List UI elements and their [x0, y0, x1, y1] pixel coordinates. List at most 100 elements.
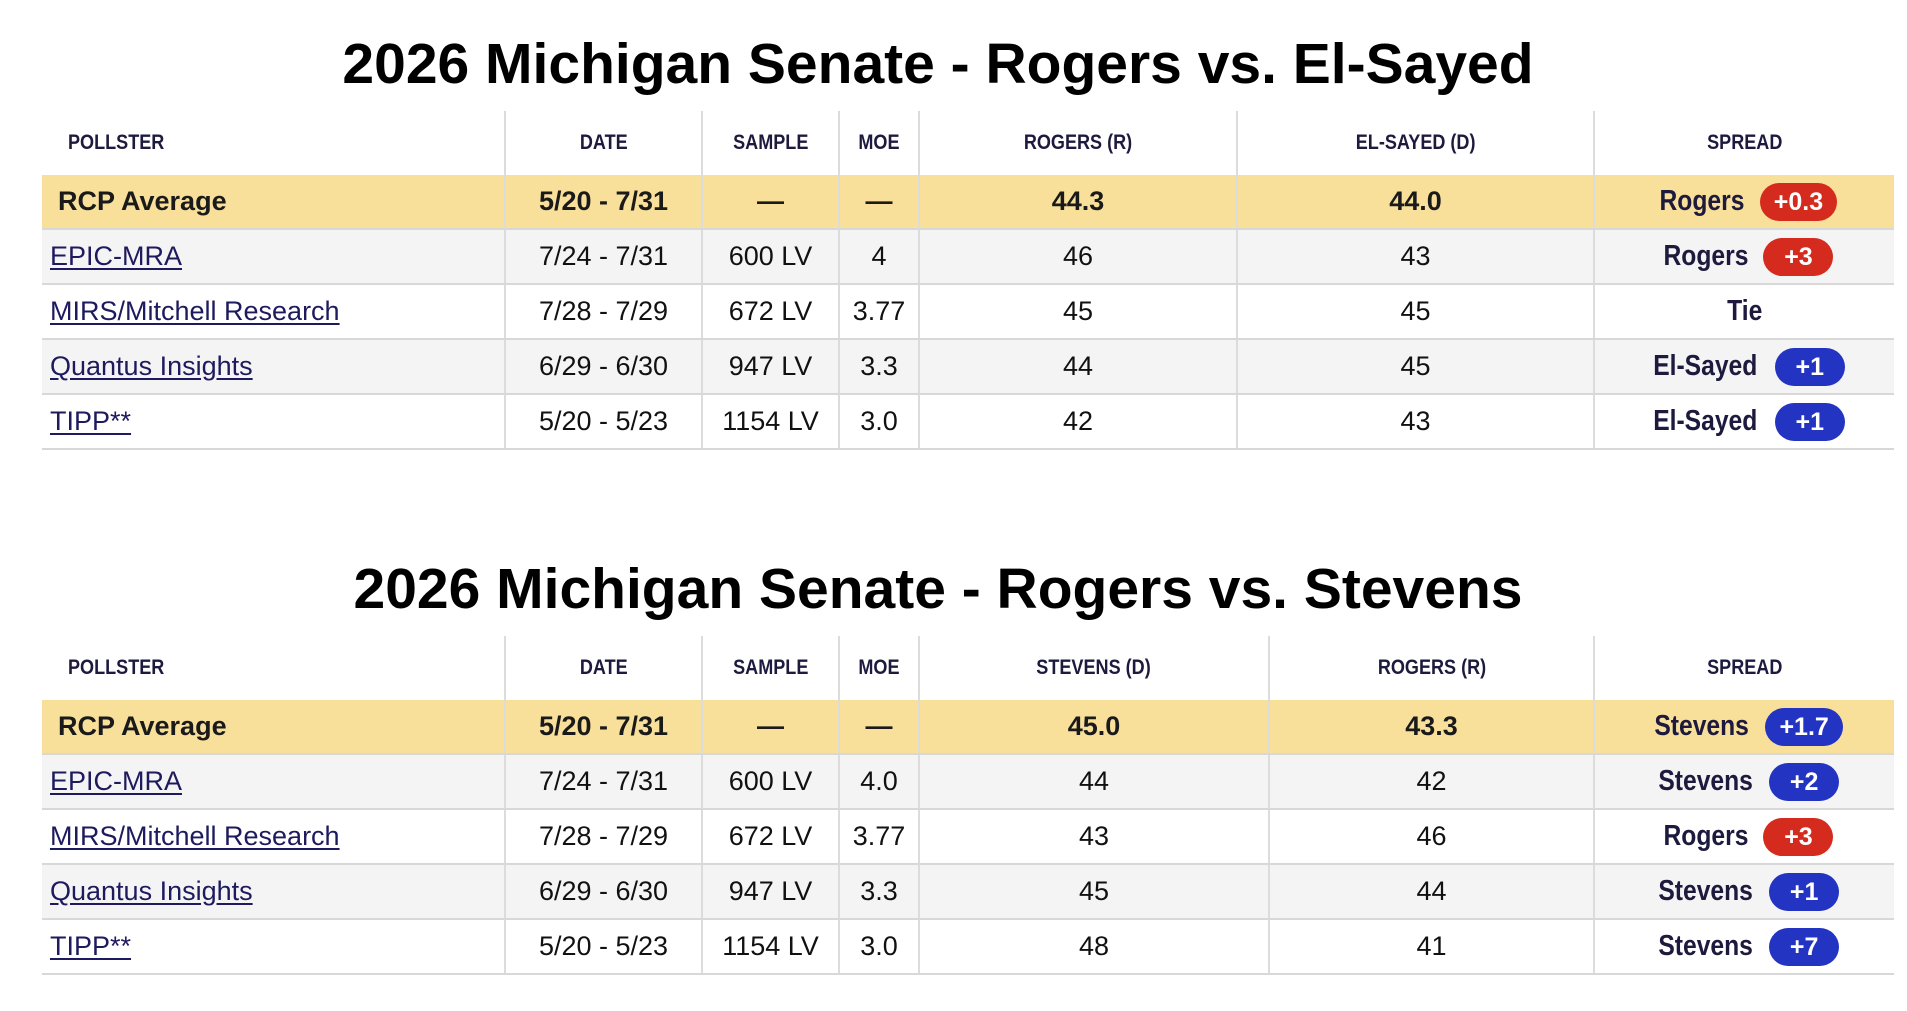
pollster-cell: TIPP** — [42, 394, 506, 450]
candidate-2-cell: 44 — [1269, 864, 1595, 920]
pollster-cell: EPIC-MRA — [42, 754, 506, 810]
header-sample: SAMPLE — [702, 636, 840, 700]
moe-cell: 4 — [839, 229, 920, 285]
spread-leader: Stevens — [1658, 875, 1753, 907]
spread-badge: +1 — [1769, 872, 1840, 911]
sample-cell: 672 LV — [702, 284, 840, 340]
spread-leader: Rogers — [1663, 240, 1748, 272]
candidate-1-cell: 43 — [919, 809, 1270, 865]
spread-cell: Rogers +3 — [1594, 809, 1894, 865]
candidate-2-cell: 41 — [1269, 919, 1595, 975]
spread-leader: Tie — [1726, 295, 1763, 327]
spread-cell: Rogers +3 — [1594, 229, 1894, 285]
table-row: TIPP** 5/20 - 5/23 1154 LV 3.0 48 41 Ste… — [42, 919, 1894, 975]
pollster-link[interactable]: TIPP** — [50, 406, 132, 436]
header-pollster: POLLSTER — [42, 111, 506, 175]
candidate-2-cell: 43 — [1237, 394, 1595, 450]
pollster-link[interactable]: EPIC-MRA — [50, 766, 183, 796]
spread-leader: El-Sayed — [1653, 350, 1758, 382]
candidate-2-cell: 43 — [1237, 229, 1595, 285]
pollster-link[interactable]: MIRS/Mitchell Research — [50, 821, 340, 851]
header-row: POLLSTER DATE SAMPLE MOE STEVENS (D) ROG… — [42, 636, 1894, 700]
date-cell: 7/24 - 7/31 — [505, 754, 703, 810]
spread-badge: +7 — [1769, 927, 1840, 966]
spread-cell: Stevens +1 — [1594, 864, 1894, 920]
header-moe: MOE — [839, 636, 920, 700]
spread-badge: +3 — [1763, 237, 1834, 276]
spread-leader: El-Sayed — [1653, 405, 1758, 437]
avg-label: RCP Average — [42, 700, 506, 755]
pollster-link[interactable]: EPIC-MRA — [50, 241, 183, 271]
poll-section-stevens: 2026 Michigan Senate - Rogers vs. Steven… — [42, 555, 1894, 975]
sample-cell: 600 LV — [702, 229, 840, 285]
spread-leader: Rogers — [1663, 820, 1748, 852]
header-date: DATE — [505, 636, 703, 700]
spread-cell: El-Sayed +1 — [1594, 339, 1894, 395]
header-sample: SAMPLE — [702, 111, 840, 175]
table-row: Quantus Insights 6/29 - 6/30 947 LV 3.3 … — [42, 339, 1894, 395]
pollster-link[interactable]: Quantus Insights — [50, 876, 253, 906]
poll-title: 2026 Michigan Senate - Rogers vs. El-Say… — [342, 32, 1534, 96]
candidate-2-cell: 42 — [1269, 754, 1595, 810]
header-row: POLLSTER DATE SAMPLE MOE ROGERS (R) EL-S… — [42, 111, 1894, 175]
candidate-2-cell: 45 — [1237, 339, 1595, 395]
candidate-2-cell: 45 — [1237, 284, 1595, 340]
avg-candidate-2: 44.0 — [1237, 175, 1595, 230]
avg-date: 5/20 - 7/31 — [505, 700, 703, 755]
pollster-link[interactable]: Quantus Insights — [50, 351, 253, 381]
pollster-cell: Quantus Insights — [42, 339, 506, 395]
moe-cell: 3.3 — [839, 339, 920, 395]
table-row: MIRS/Mitchell Research 7/28 - 7/29 672 L… — [42, 809, 1894, 865]
rcp-average-row: RCP Average 5/20 - 7/31 — — 45.0 43.3 St… — [42, 700, 1894, 755]
header-candidate-1: ROGERS (R) — [919, 111, 1238, 175]
sample-cell: 600 LV — [702, 754, 840, 810]
date-cell: 7/28 - 7/29 — [505, 809, 703, 865]
pollster-cell: TIPP** — [42, 919, 506, 975]
date-cell: 5/20 - 5/23 — [505, 394, 703, 450]
avg-spread: Rogers +0.3 — [1594, 175, 1894, 230]
avg-candidate-1: 44.3 — [919, 175, 1238, 230]
date-cell: 6/29 - 6/30 — [505, 339, 703, 395]
spread-cell: Tie — [1594, 284, 1894, 340]
avg-candidate-2: 43.3 — [1269, 700, 1595, 755]
header-date: DATE — [505, 111, 703, 175]
poll-table: POLLSTER DATE SAMPLE MOE ROGERS (R) EL-S… — [42, 111, 1894, 450]
rcp-average-row: RCP Average 5/20 - 7/31 — — 44.3 44.0 Ro… — [42, 175, 1894, 230]
candidate-1-cell: 44 — [919, 339, 1238, 395]
spread-badge: +0.3 — [1759, 182, 1838, 221]
sample-cell: 1154 LV — [702, 919, 840, 975]
pollster-cell: EPIC-MRA — [42, 229, 506, 285]
avg-moe: — — [839, 700, 920, 755]
header-candidate-2: EL-SAYED (D) — [1237, 111, 1595, 175]
sample-cell: 1154 LV — [702, 394, 840, 450]
header-candidate-2: ROGERS (R) — [1269, 636, 1595, 700]
header-spread: SPREAD — [1706, 656, 1783, 679]
candidate-1-cell: 42 — [919, 394, 1238, 450]
header-candidate-1: STEVENS (D) — [919, 636, 1270, 700]
pollster-link[interactable]: TIPP** — [50, 931, 132, 961]
table-row: MIRS/Mitchell Research 7/28 - 7/29 672 L… — [42, 284, 1894, 340]
table-row: TIPP** 5/20 - 5/23 1154 LV 3.0 42 43 El-… — [42, 394, 1894, 450]
pollster-cell: MIRS/Mitchell Research — [42, 284, 506, 340]
spread-badge: +1.7 — [1765, 707, 1843, 746]
table-row: EPIC-MRA 7/24 - 7/31 600 LV 4 46 43 Roge… — [42, 229, 1894, 285]
moe-cell: 3.0 — [839, 394, 920, 450]
spread-leader: Stevens — [1654, 710, 1750, 742]
date-cell: 7/24 - 7/31 — [505, 229, 703, 285]
moe-cell: 3.0 — [839, 919, 920, 975]
header-pollster: POLLSTER — [42, 636, 506, 700]
spread-cell: Stevens +2 — [1594, 754, 1894, 810]
sample-cell: 947 LV — [702, 864, 840, 920]
spread-cell: Stevens +7 — [1594, 919, 1894, 975]
avg-spread: Stevens +1.7 — [1594, 700, 1894, 755]
header-spread: SPREAD — [1706, 131, 1783, 154]
candidate-1-cell: 48 — [919, 919, 1270, 975]
pollster-cell: Quantus Insights — [42, 864, 506, 920]
moe-cell: 3.77 — [839, 809, 920, 865]
poll-section-el-sayed: 2026 Michigan Senate - Rogers vs. El-Say… — [42, 30, 1894, 450]
avg-candidate-1: 45.0 — [919, 700, 1270, 755]
pollster-link[interactable]: MIRS/Mitchell Research — [50, 296, 340, 326]
date-cell: 6/29 - 6/30 — [505, 864, 703, 920]
sample-cell: 672 LV — [702, 809, 840, 865]
spread-badge: +3 — [1763, 817, 1834, 856]
